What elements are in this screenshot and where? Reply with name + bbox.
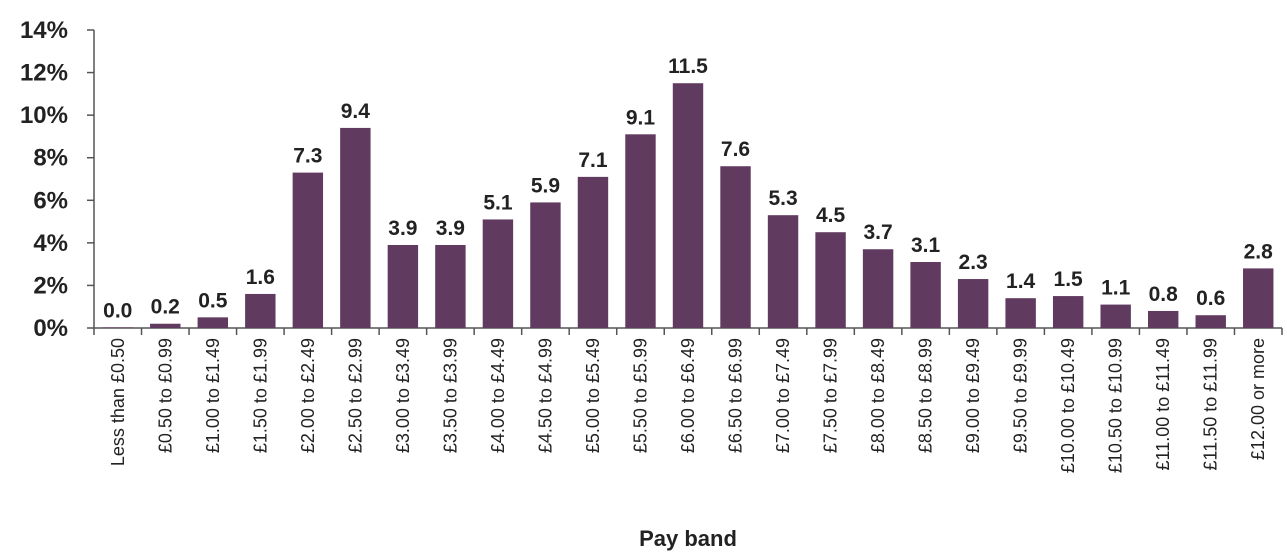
bar bbox=[1100, 304, 1131, 328]
bar bbox=[815, 232, 846, 328]
data-label: 3.9 bbox=[436, 217, 465, 240]
bar bbox=[340, 127, 371, 329]
data-label: 0.5 bbox=[198, 289, 228, 312]
data-labels: 0.0 0.2 0.5 1.6 7.3 9.4 3.9 3.9 5.1 5.9 7.1 9.1 11.5… bbox=[103, 55, 1273, 322]
bar bbox=[1052, 296, 1084, 328]
category-label: £10.00 to £10.49 bbox=[1058, 338, 1078, 473]
data-label: 3.1 bbox=[911, 234, 941, 257]
category-label: £7.00 to £7.49 bbox=[773, 338, 793, 453]
data-label: 7.3 bbox=[293, 145, 322, 168]
category-label: £0.50 to £0.99 bbox=[155, 338, 175, 453]
data-label: 5.1 bbox=[483, 191, 513, 214]
data-label: 0.2 bbox=[151, 296, 180, 319]
category-label: £7.50 to £7.99 bbox=[821, 338, 841, 453]
y-tick-label: 10% bbox=[20, 102, 68, 129]
bar bbox=[625, 134, 656, 328]
data-label: 7.6 bbox=[721, 138, 750, 161]
category-label: £8.50 to £8.99 bbox=[916, 338, 936, 453]
y-tick-label: 4% bbox=[33, 230, 68, 257]
category-label: £5.50 to £5.99 bbox=[630, 338, 650, 453]
bar bbox=[1195, 315, 1226, 328]
data-label: 0.8 bbox=[1149, 283, 1179, 306]
data-label: 3.9 bbox=[388, 217, 417, 240]
category-label: £11.50 to £11.99 bbox=[1201, 338, 1221, 470]
category-label: £5.00 to £5.49 bbox=[583, 338, 603, 453]
category-label: Less than £0.50 bbox=[108, 338, 128, 466]
data-label: 7.1 bbox=[578, 149, 608, 172]
y-axis: 0% 2% 4% 6% 8% 10% 12% 14% bbox=[20, 17, 95, 342]
data-label: 4.5 bbox=[816, 204, 846, 227]
category-label: £9.00 to £9.49 bbox=[963, 338, 983, 453]
bar bbox=[1243, 268, 1274, 328]
y-tick-label: 14% bbox=[20, 17, 68, 44]
data-label: 1.4 bbox=[1006, 270, 1036, 293]
bar bbox=[530, 202, 561, 328]
bar bbox=[957, 279, 989, 328]
bar bbox=[910, 262, 941, 328]
bar bbox=[150, 323, 181, 328]
bar bbox=[435, 244, 466, 328]
data-label: 3.7 bbox=[863, 221, 892, 244]
bar bbox=[577, 176, 609, 328]
data-label: 9.4 bbox=[341, 100, 371, 123]
y-tick-label: 8% bbox=[33, 145, 68, 172]
data-label: 1.1 bbox=[1101, 277, 1131, 300]
data-label: 9.1 bbox=[626, 106, 656, 129]
data-label: 1.6 bbox=[246, 266, 275, 289]
bar bbox=[102, 327, 133, 328]
bar bbox=[292, 172, 324, 328]
data-label: 11.5 bbox=[668, 55, 708, 78]
bar bbox=[197, 317, 229, 328]
category-label: £8.00 to £8.49 bbox=[868, 338, 888, 453]
category-label: £1.00 to £1.49 bbox=[203, 338, 223, 453]
y-tick-label: 2% bbox=[33, 272, 68, 299]
data-label: 0.6 bbox=[1196, 287, 1225, 310]
bar bbox=[482, 219, 514, 328]
bar bbox=[862, 249, 894, 328]
bars bbox=[102, 83, 1274, 329]
category-label: £6.50 to £6.99 bbox=[726, 338, 746, 453]
y-tick-label: 12% bbox=[20, 60, 68, 87]
data-label: 1.5 bbox=[1054, 268, 1084, 291]
category-label: £2.50 to £2.99 bbox=[345, 338, 365, 453]
x-axis-title: Pay band bbox=[639, 526, 737, 551]
bar bbox=[720, 166, 751, 328]
category-label: £2.00 to £2.49 bbox=[298, 338, 318, 453]
bar bbox=[245, 293, 276, 328]
category-label: £4.50 to £4.99 bbox=[535, 338, 555, 453]
category-label: £10.50 to £10.99 bbox=[1106, 338, 1126, 473]
y-tick-label: 0% bbox=[33, 315, 68, 342]
bar bbox=[672, 83, 704, 328]
data-label: 5.9 bbox=[531, 174, 560, 197]
data-label: 2.3 bbox=[959, 251, 988, 274]
category-label: £6.00 to £6.49 bbox=[678, 338, 698, 453]
category-label: £9.50 to £9.99 bbox=[1011, 338, 1031, 453]
category-labels: Less than £0.50 £0.50 to £0.99 £1.00 to £1… bbox=[108, 338, 1268, 473]
y-tick-label: 6% bbox=[33, 187, 68, 214]
category-label: £1.50 to £1.99 bbox=[250, 338, 270, 453]
data-label: 2.8 bbox=[1244, 240, 1274, 263]
data-label: 5.3 bbox=[768, 187, 797, 210]
category-label: £4.00 to £4.49 bbox=[488, 338, 508, 453]
bar bbox=[387, 244, 419, 328]
category-label: £3.00 to £3.49 bbox=[393, 338, 413, 453]
category-label: £12.00 or more bbox=[1248, 338, 1268, 460]
x-axis bbox=[93, 327, 1283, 335]
category-label: £11.00 to £11.49 bbox=[1153, 338, 1173, 470]
bar bbox=[767, 215, 799, 328]
bar bbox=[1005, 298, 1036, 328]
category-label: £3.50 to £3.99 bbox=[440, 338, 460, 453]
bar bbox=[1147, 310, 1179, 328]
data-label: 0.0 bbox=[103, 299, 132, 322]
